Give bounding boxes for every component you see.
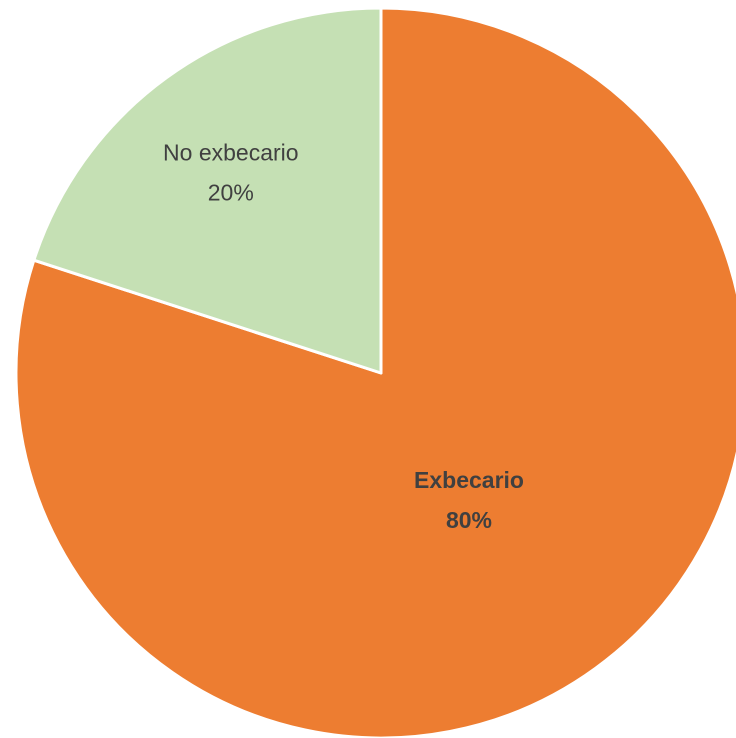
pie-slice-exbecario [14,6,736,738]
slice-category-label: No exbecario [163,139,299,165]
pie-slices [14,6,736,738]
slice-percent-label: 20% [208,179,254,205]
slice-label-exbecario: Exbecario 80% [414,467,524,533]
slice-category-label: Exbecario [414,467,524,493]
slice-label-no-exbecario: No exbecario 20% [163,139,299,205]
pie-slice-no-exbecario [32,6,383,375]
pie-labels: Exbecario 80% No exbecario 20% [163,139,524,533]
slice-percent-label: 80% [446,507,492,533]
